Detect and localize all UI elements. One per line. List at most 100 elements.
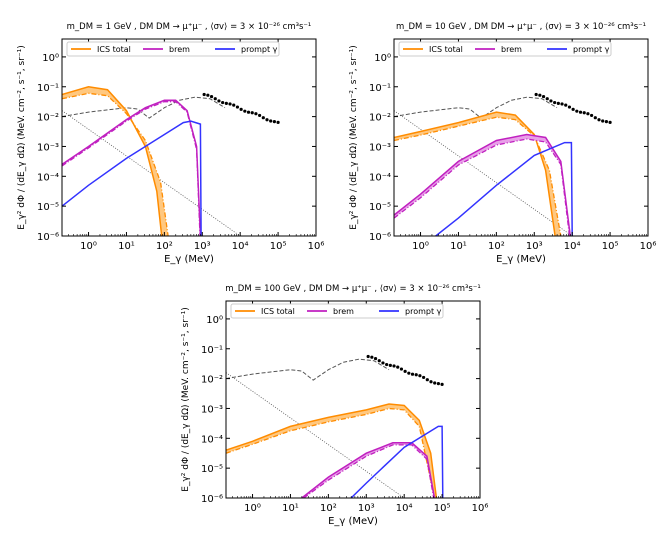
data-point: [399, 367, 404, 371]
x-tick-label: 10⁴: [564, 241, 581, 252]
data-point: [410, 372, 415, 376]
data-point: [232, 103, 236, 107]
plot-area: [62, 86, 280, 236]
data-point: [567, 105, 572, 109]
data-point: [418, 374, 422, 378]
data-point: [261, 116, 265, 120]
data-point: [377, 359, 381, 363]
legend-label: prompt γ: [405, 307, 442, 316]
y-tick-label: 10⁻²: [37, 113, 59, 124]
axes-frame: [61, 38, 317, 237]
data-point: [254, 112, 258, 116]
y-axis-label: E_γ² dΦ / (dE_γ dΩ) (MeV. cm⁻², s⁻¹, sr⁻…: [349, 45, 359, 229]
data-point: [604, 120, 608, 124]
line-lower-brem: [62, 101, 201, 236]
y-tick-label: 10⁻⁶: [369, 232, 391, 243]
data-point: [560, 102, 564, 106]
x-axis-label: E_γ (MeV): [328, 516, 378, 527]
band-brem: [301, 442, 435, 498]
data-point: [392, 364, 396, 368]
data-point: [217, 99, 221, 103]
legend: ICS total brem prompt γ: [66, 41, 280, 57]
line-lower-brem: [394, 138, 571, 236]
band-ICS-total: [394, 112, 561, 236]
x-tick-label: 10⁵: [270, 241, 287, 252]
x-tick-label: 10⁵: [602, 241, 619, 252]
data-point: [388, 363, 392, 367]
data-point: [433, 381, 437, 385]
legend-box: [230, 303, 444, 319]
line-ICS-total: [62, 86, 163, 236]
x-tick-label: 10³: [194, 241, 211, 252]
data-point: [370, 355, 374, 359]
data-point: [206, 93, 210, 97]
line-ICS-total: [394, 111, 556, 236]
data-point: [239, 107, 243, 111]
x-tick-label: 10³: [526, 241, 543, 252]
data-point: [246, 110, 251, 114]
data-point: [209, 94, 214, 99]
y-axis-label: E_γ² dΦ / (dE_γ dΩ) (MeV. cm⁻², s⁻¹, sr⁻…: [17, 45, 27, 229]
legend-label: prompt γ: [573, 45, 610, 54]
data-point: [243, 109, 247, 113]
x-tick-label: 10⁰: [412, 241, 429, 252]
y-tick-label: 10⁻³: [201, 404, 223, 415]
axes-frame: [393, 38, 649, 237]
data-point: [534, 92, 538, 97]
legend-box: [66, 41, 280, 57]
y-tick-label: 10⁻⁵: [201, 464, 223, 475]
data-point: [265, 118, 269, 122]
data-point: [425, 378, 429, 382]
subplot-3: 10⁰ 10¹ 10² 10³ 10⁴ 10⁵ 10⁶ 10⁻⁶ 10⁻⁵ 10⁻⁴ 10⁻³ 10⁻…: [181, 284, 488, 527]
data-point: [276, 120, 280, 124]
x-tick-label: 10⁵: [434, 503, 451, 514]
data-point: [396, 365, 400, 369]
y-tick-label: 10⁻⁶: [201, 494, 223, 505]
x-axis-label: E_γ (MeV): [164, 254, 214, 265]
data-point: [440, 382, 444, 386]
legend-label: ICS total: [97, 45, 131, 54]
x-tick-label: 10¹: [118, 241, 135, 252]
line-prompt-gamma: [62, 120, 202, 236]
data-point: [597, 118, 601, 122]
data-point: [545, 97, 549, 101]
legend-label: ICS total: [429, 45, 463, 54]
data-point: [213, 97, 217, 101]
plot-area: [394, 92, 612, 236]
line-lower-ICS-total: [394, 116, 562, 236]
y-tick-label: 10⁻³: [37, 142, 59, 153]
data-point: [250, 111, 254, 115]
data-point: [381, 361, 385, 365]
subplot-2: 10⁰ 10¹ 10² 10³ 10⁴ 10⁵ 10⁶ 10⁻⁶ 10⁻⁵ 10⁻⁴ 10⁻³ 10⁻…: [349, 22, 656, 265]
line-lower-ICS-total: [226, 407, 436, 498]
legend-box: [398, 41, 612, 57]
legend-label: ICS total: [261, 307, 295, 316]
data-point: [608, 120, 612, 124]
subplot-1: 10⁰ 10¹ 10² 10³ 10⁴ 10⁵ 10⁶ 10⁻⁶ 10⁻⁵ 10⁻⁴ 10⁻³ 10⁻…: [17, 22, 324, 265]
data-point: [228, 102, 232, 106]
data-point: [541, 94, 546, 99]
y-tick-label: 10⁰: [374, 53, 391, 64]
data-point: [571, 107, 575, 111]
subplot-title: m_DM = 1 GeV , DM DM → μ⁺μ⁻ , ⟨σv⟩ = 3 ×…: [67, 22, 312, 32]
band-ICS-total: [62, 86, 169, 236]
data-point: [258, 113, 262, 118]
band-brem: [394, 134, 571, 236]
line-lower-brem: [303, 444, 435, 498]
data-point: [235, 105, 240, 109]
data-point: [385, 362, 389, 367]
line-lower-ICS-total: [62, 92, 169, 236]
y-tick-label: 10⁰: [42, 53, 59, 64]
data-point: [202, 92, 206, 97]
data-point: [269, 119, 273, 123]
x-tick-label: 10²: [156, 241, 173, 252]
data-point: [272, 120, 276, 124]
x-tick-label: 10²: [320, 503, 337, 514]
data-point: [601, 119, 605, 123]
y-tick-label: 10⁻⁵: [369, 202, 391, 213]
x-tick-label: 10¹: [282, 503, 299, 514]
y-tick-label: 10⁻¹: [201, 345, 223, 356]
y-tick-label: 10⁻¹: [37, 83, 59, 94]
data-point: [414, 373, 418, 377]
data-point: [575, 109, 579, 113]
